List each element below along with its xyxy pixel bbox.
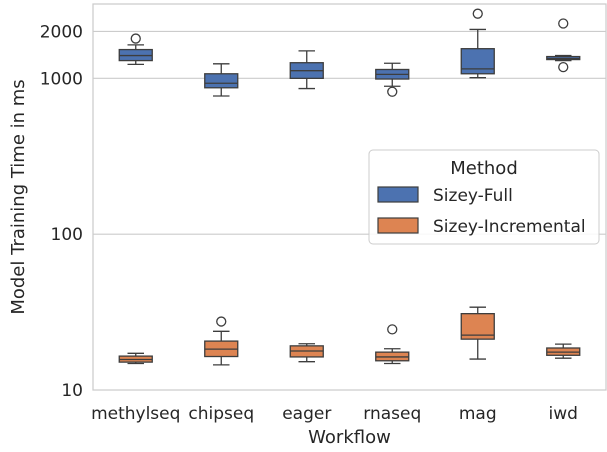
x-tick-labels: methylseq chipseq eager rnaseq mag iwd xyxy=(91,404,578,424)
outlier-point xyxy=(387,86,398,97)
box-sizey-incremental-eager xyxy=(289,343,324,363)
x-axis-label: Workflow xyxy=(308,427,391,448)
box-sizey-full-mag xyxy=(460,8,495,79)
box-sizey-full-iwd xyxy=(546,18,581,73)
box-sizey-full-eager xyxy=(289,50,324,90)
legend-label-sizey-full: Sizey-Full xyxy=(433,186,513,206)
x-tick-label-rnaseq: rnaseq xyxy=(363,404,421,424)
outlier-point xyxy=(558,18,569,29)
legend-title: Method xyxy=(450,158,518,179)
box-sizey-incremental-mag xyxy=(460,306,495,360)
box-sizey-incremental-iwd xyxy=(546,343,581,359)
y-tick-label-1000: 1000 xyxy=(40,69,83,89)
box-sizey-full-rnaseq xyxy=(375,62,410,97)
box-sizey-incremental-chipseq xyxy=(204,316,239,366)
outlier-point xyxy=(558,61,569,73)
boxes xyxy=(118,8,581,366)
x-tick-label-methylseq: methylseq xyxy=(91,404,180,424)
legend-label-sizey-incremental: Sizey-Incremental xyxy=(433,217,586,237)
y-tick-label-10: 10 xyxy=(61,381,83,401)
x-tick-label-iwd: iwd xyxy=(549,404,578,424)
x-tick-label-mag: mag xyxy=(459,404,497,424)
outlier-point xyxy=(216,316,227,327)
y-tick-label-2000: 2000 xyxy=(40,22,83,42)
y-tick-label-100: 100 xyxy=(51,225,83,245)
x-tick-label-eager: eager xyxy=(282,404,331,424)
outlier-point xyxy=(472,8,483,19)
box-sizey-full-chipseq xyxy=(204,63,239,97)
outlier-point xyxy=(387,324,398,335)
y-tick-labels: 10 100 1000 2000 xyxy=(40,22,83,401)
box-sizey-full-methylseq xyxy=(118,33,153,65)
plot-frame xyxy=(92,3,607,391)
box-sizey-incremental-methylseq xyxy=(118,352,153,365)
box-iqr xyxy=(460,48,495,75)
box-sizey-incremental-rnaseq xyxy=(375,324,410,365)
legend: Method Sizey-Full Sizey-Incremental xyxy=(368,149,600,245)
y-axis-label: Model Training Time in ms xyxy=(8,79,29,314)
outlier-point xyxy=(130,33,141,44)
x-tick-label-chipseq: chipseq xyxy=(188,404,254,424)
legend-swatch-sizey-full xyxy=(377,186,419,203)
box-iqr xyxy=(204,73,239,89)
legend-frame xyxy=(368,149,600,245)
legend-swatch-sizey-incremental xyxy=(377,217,419,234)
